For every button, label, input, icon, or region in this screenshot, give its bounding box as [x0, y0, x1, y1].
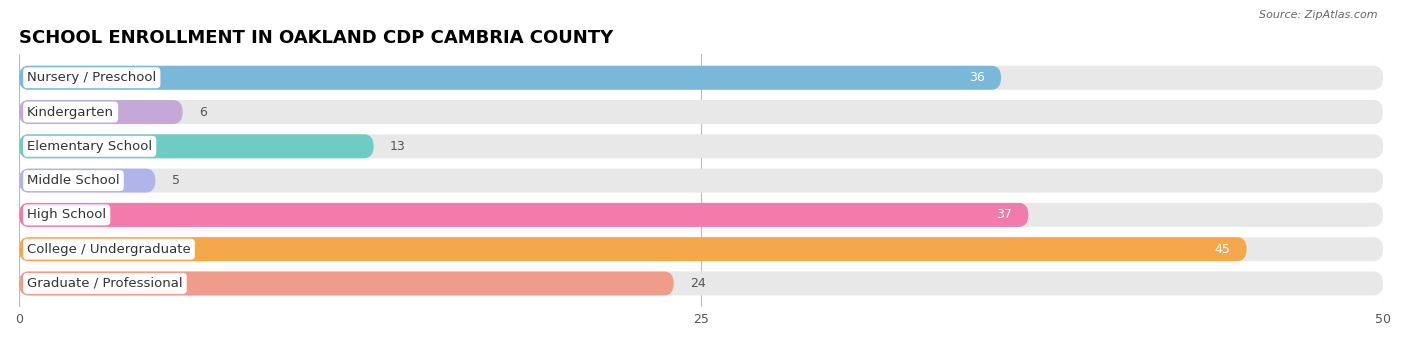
Text: High School: High School	[27, 208, 107, 221]
Text: Elementary School: Elementary School	[27, 140, 152, 153]
Text: Kindergarten: Kindergarten	[27, 105, 114, 119]
FancyBboxPatch shape	[20, 100, 183, 124]
FancyBboxPatch shape	[20, 168, 156, 193]
FancyBboxPatch shape	[20, 66, 1384, 90]
Text: Source: ZipAtlas.com: Source: ZipAtlas.com	[1260, 10, 1378, 20]
FancyBboxPatch shape	[20, 203, 1028, 227]
Text: 13: 13	[389, 140, 406, 153]
FancyBboxPatch shape	[20, 237, 1384, 261]
Text: College / Undergraduate: College / Undergraduate	[27, 243, 191, 256]
FancyBboxPatch shape	[20, 237, 1247, 261]
Text: Graduate / Professional: Graduate / Professional	[27, 277, 183, 290]
FancyBboxPatch shape	[20, 271, 673, 295]
FancyBboxPatch shape	[20, 134, 374, 158]
FancyBboxPatch shape	[20, 271, 1384, 295]
Text: 36: 36	[969, 71, 984, 84]
Text: Nursery / Preschool: Nursery / Preschool	[27, 71, 156, 84]
Text: 37: 37	[995, 208, 1012, 221]
Text: 6: 6	[200, 105, 207, 119]
FancyBboxPatch shape	[20, 168, 1384, 193]
Text: SCHOOL ENROLLMENT IN OAKLAND CDP CAMBRIA COUNTY: SCHOOL ENROLLMENT IN OAKLAND CDP CAMBRIA…	[20, 29, 613, 47]
FancyBboxPatch shape	[20, 134, 1384, 158]
FancyBboxPatch shape	[20, 203, 1384, 227]
Text: 45: 45	[1215, 243, 1230, 256]
FancyBboxPatch shape	[20, 66, 1001, 90]
FancyBboxPatch shape	[20, 100, 1384, 124]
Text: Middle School: Middle School	[27, 174, 120, 187]
Text: 24: 24	[690, 277, 706, 290]
Text: 5: 5	[172, 174, 180, 187]
